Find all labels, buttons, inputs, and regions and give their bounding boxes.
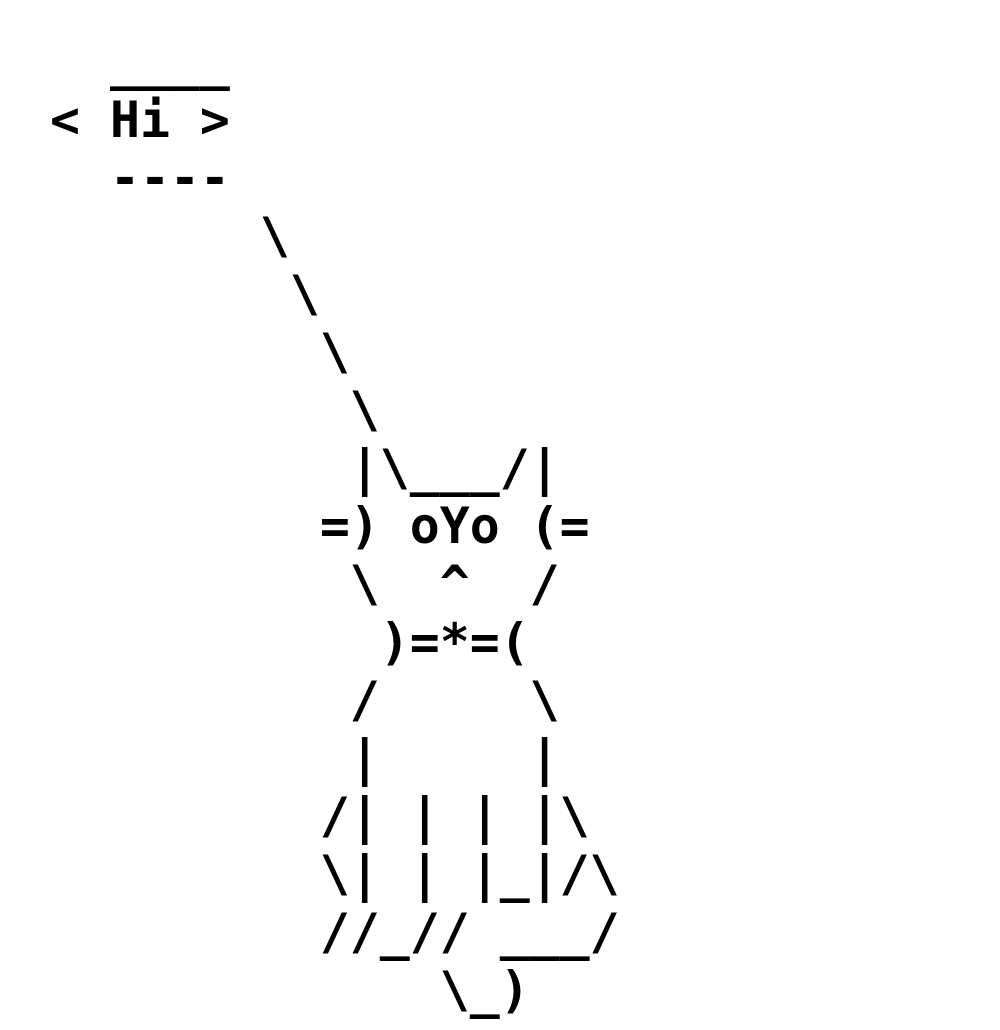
speech-bubble-bottom: ---- [50, 149, 230, 207]
cat-body: | | [50, 729, 560, 787]
cat-legs-upper: /| | | |\ [50, 787, 590, 845]
cat-collar: )=*=( [50, 613, 530, 671]
cat-shoulders: / \ [50, 671, 560, 729]
speech-bubble-top: ____ [50, 33, 230, 91]
cat-ears: |\___/| [50, 439, 560, 497]
cat-paws: //_// ___/ [50, 903, 620, 961]
cat-face: =) oYo (= [50, 497, 590, 555]
speech-tail-line-2: \ [50, 265, 320, 323]
speech-tail-line-4: \ [50, 381, 380, 439]
cat-tail: \_) [50, 961, 530, 1019]
cat-ascii-art: ____ < Hi > ---- \ \ \ \ |\___/| =) oYo (… [50, 33, 620, 1019]
speech-tail-line-3: \ [50, 323, 350, 381]
cat-nose: \ ^ / [50, 555, 560, 613]
speech-bubble-text: < Hi > [50, 91, 230, 149]
cat-legs-lower: \| | |_|/\ [50, 845, 620, 903]
speech-tail-line-1: \ [50, 207, 290, 265]
